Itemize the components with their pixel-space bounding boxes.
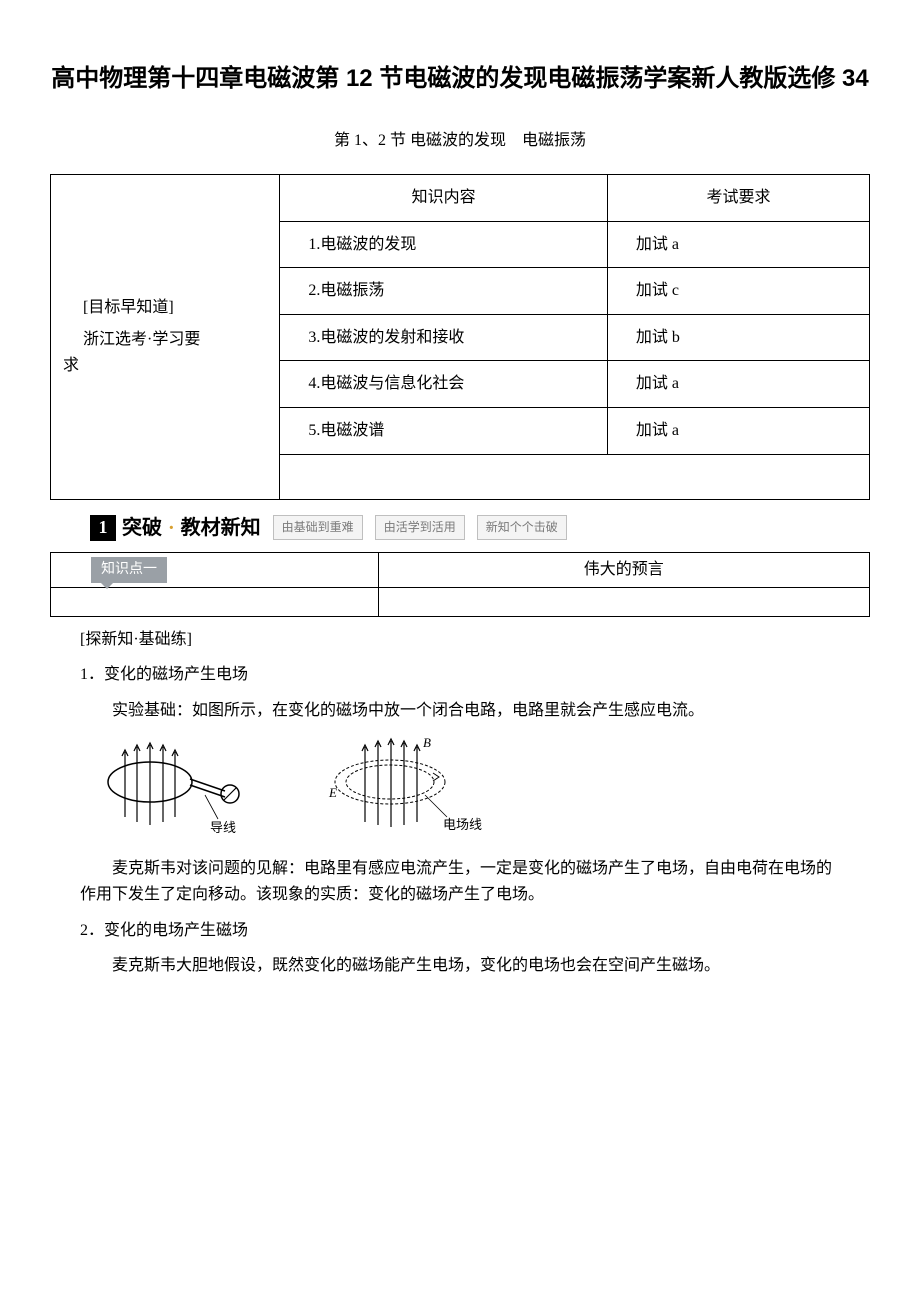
req-col-content: 知识内容 xyxy=(280,174,608,221)
req-row-content: 4.电磁波与信息化社会 xyxy=(280,361,608,408)
section-banner: 1 突破 · 教材新知 由基础到重难 由活学到活用 新知个个击破 xyxy=(90,512,870,544)
knowledge-point-table: 知识点一 伟大的预言 xyxy=(50,552,870,617)
banner-tag: 由基础到重难 xyxy=(273,515,363,540)
kpoint-badge-cell: 知识点一 xyxy=(51,552,379,587)
kpoint-badge: 知识点一 xyxy=(91,557,167,583)
heading-1: 1．变化的磁场产生电场 xyxy=(80,662,870,688)
banner-tag: 由活学到活用 xyxy=(375,515,465,540)
req-row-content: 2.电磁振荡 xyxy=(280,268,608,315)
section-subtitle: 第 1、2 节 电磁波的发现 电磁振荡 xyxy=(50,128,870,154)
explore-heading: [探新知·基础练] xyxy=(80,627,870,653)
banner-sub: 教材新知 xyxy=(181,512,261,544)
kpoint-empty xyxy=(378,587,869,616)
req-row-exam: 加试 a xyxy=(607,361,869,408)
banner-dot: · xyxy=(168,512,175,544)
banner-tag: 新知个个击破 xyxy=(477,515,567,540)
req-col-exam: 考试要求 xyxy=(607,174,869,221)
kpoint-title: 伟大的预言 xyxy=(378,552,869,587)
req-row-exam: 加试 a xyxy=(607,407,869,454)
req-left-header: [目标早知道] 浙江选考·学习要 求 xyxy=(51,174,280,499)
req-row-exam: 加试 b xyxy=(607,314,869,361)
paragraph: 麦克斯韦对该问题的见解：电路里有感应电流产生，一定是变化的磁场产生了电场，自由电… xyxy=(80,856,840,907)
diagram-row: 导线 B E 电场线 xyxy=(100,737,870,842)
diagram-1-coil: 导线 xyxy=(100,737,265,842)
page-title: 高中物理第十四章电磁波第 12 节电磁波的发现电磁振荡学案新人教版选修 34 xyxy=(50,60,870,98)
req-row-content: 5.电磁波谱 xyxy=(280,407,608,454)
heading-2: 2．变化的电场产生磁场 xyxy=(80,918,870,944)
diagram-label-fieldline: 电场线 xyxy=(443,817,482,832)
diagram-2-field: B E 电场线 xyxy=(315,737,495,842)
diagram-label-wire: 导线 xyxy=(210,820,236,835)
banner-number: 1 xyxy=(90,515,116,541)
req-row-content: 1.电磁波的发现 xyxy=(280,221,608,268)
req-row-content: 3.电磁波的发射和接收 xyxy=(280,314,608,361)
req-row-exam: 加试 c xyxy=(607,268,869,315)
paragraph: 麦克斯韦大胆地假设，既然变化的磁场能产生电场，变化的电场也会在空间产生磁场。 xyxy=(80,953,840,979)
requirements-table: [目标早知道] 浙江选考·学习要 求 知识内容 考试要求 1.电磁波的发现 加试… xyxy=(50,174,870,500)
paragraph: 实验基础：如图所示，在变化的磁场中放一个闭合电路，电路里就会产生感应电流。 xyxy=(80,698,840,724)
diagram-label-b: B xyxy=(423,737,431,750)
kpoint-empty xyxy=(51,587,379,616)
req-empty xyxy=(280,454,870,499)
req-row-exam: 加试 a xyxy=(607,221,869,268)
banner-main: 突破 xyxy=(122,512,162,544)
diagram-label-e: E xyxy=(328,785,337,800)
